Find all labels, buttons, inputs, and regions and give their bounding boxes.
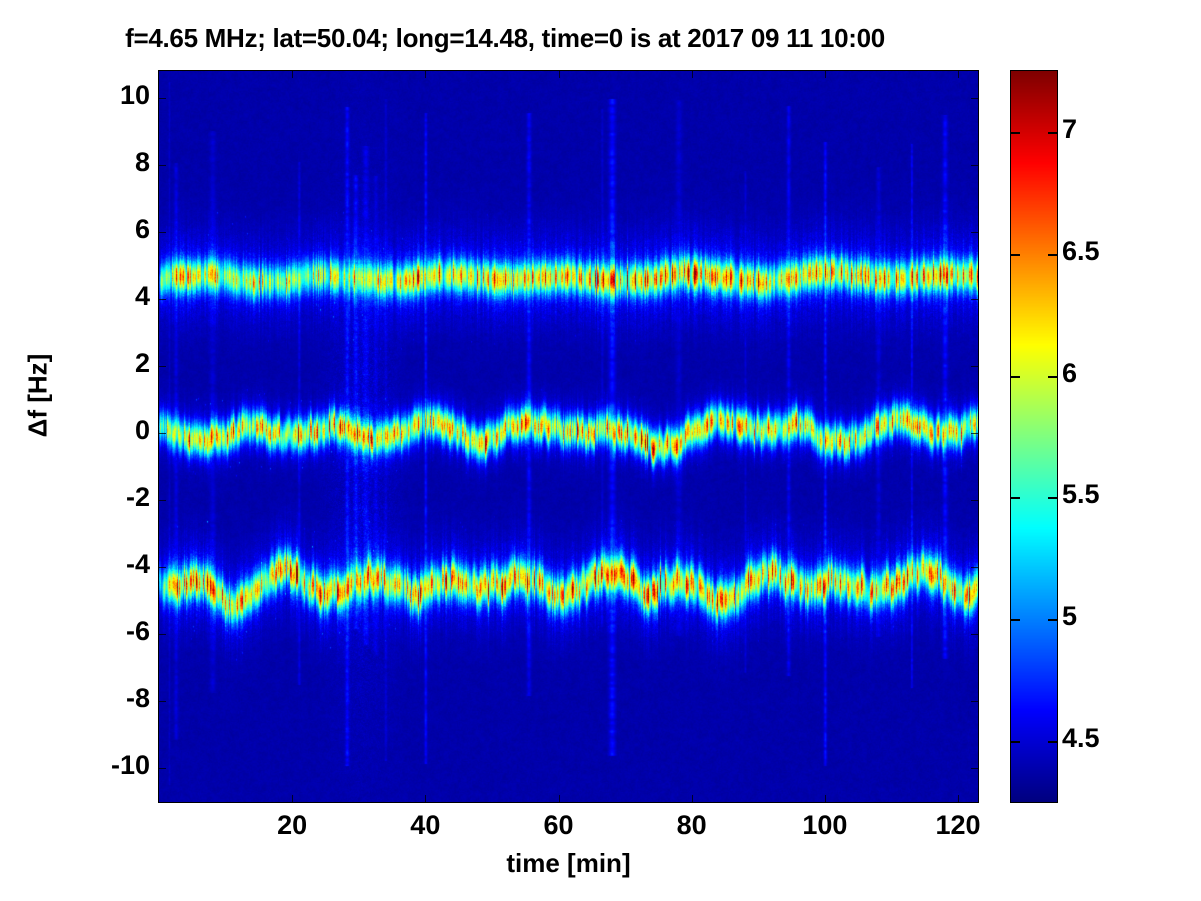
- y-tick-mark: [971, 97, 978, 99]
- x-tick-label: 120: [935, 810, 981, 840]
- colorbar-tick-mark: [1048, 253, 1057, 256]
- x-tick-mark: [425, 71, 427, 78]
- x-tick-label: 20: [277, 810, 308, 840]
- x-tick-mark: [292, 71, 294, 78]
- colorbar-tick-mark: [1011, 131, 1020, 134]
- colorbar-tick-mark: [1011, 619, 1020, 622]
- y-tick-label: 0: [134, 415, 150, 446]
- y-tick-label: -6: [125, 616, 150, 647]
- y-tick-label: 8: [134, 146, 150, 177]
- x-tick-mark: [558, 71, 560, 78]
- colorbar-tick-mark: [1048, 741, 1057, 744]
- colorbar-tick-label: 7: [1062, 113, 1078, 144]
- x-tick-mark: [292, 795, 294, 802]
- y-tick-mark: [159, 366, 166, 368]
- spectrogram-image: [159, 71, 978, 802]
- x-axis-tick-labels: 20 40 60 80 100 120: [0, 810, 1201, 850]
- y-tick-mark: [159, 164, 166, 166]
- y-tick-mark: [971, 567, 978, 569]
- x-tick-mark: [558, 795, 560, 802]
- x-tick-mark: [425, 795, 427, 802]
- x-tick-label: 60: [543, 810, 574, 840]
- y-tick-mark: [971, 366, 978, 368]
- x-tick-mark: [691, 795, 693, 802]
- y-tick-mark: [971, 701, 978, 703]
- colorbar-tick-label: 6.5: [1062, 235, 1100, 266]
- x-tick-label: 40: [410, 810, 441, 840]
- y-tick-mark: [159, 500, 166, 502]
- y-tick-mark: [159, 433, 166, 435]
- x-tick-label: 80: [676, 810, 707, 840]
- y-tick-mark: [159, 634, 166, 636]
- y-tick-mark: [159, 701, 166, 703]
- x-tick-mark: [824, 71, 826, 78]
- colorbar-tick-mark: [1011, 741, 1020, 744]
- y-tick-label: -2: [125, 482, 150, 513]
- y-tick-mark: [971, 299, 978, 301]
- y-tick-mark: [159, 97, 166, 99]
- y-tick-label: 10: [119, 79, 150, 110]
- colorbar-tick-mark: [1048, 131, 1057, 134]
- colorbar-tick-mark: [1011, 497, 1020, 500]
- colorbar-tick-mark: [1011, 253, 1020, 256]
- y-tick-label: 2: [134, 348, 150, 379]
- y-tick-label: 6: [134, 213, 150, 244]
- y-tick-mark: [971, 164, 978, 166]
- colorbar-tick-labels: 4.5 5 5.5 6 6.5 7: [1062, 0, 1162, 901]
- x-axis-label: time [min]: [506, 848, 631, 878]
- colorbar-tick-label: 4.5: [1062, 723, 1100, 754]
- y-axis-tick-labels: 10 8 6 4 2 0 -2 -4 -6 -8 -10: [0, 0, 150, 901]
- y-tick-label: -10: [110, 750, 150, 781]
- y-tick-label: 4: [134, 281, 150, 312]
- y-tick-mark: [159, 567, 166, 569]
- x-tick-mark: [958, 795, 960, 802]
- colorbar-tick-label: 6: [1062, 357, 1078, 388]
- y-tick-mark: [971, 634, 978, 636]
- x-tick-mark: [691, 71, 693, 78]
- colorbar-gradient: [1011, 71, 1057, 802]
- x-tick-mark: [958, 71, 960, 78]
- y-tick-mark: [971, 768, 978, 770]
- y-tick-mark: [159, 231, 166, 233]
- colorbar-tick-mark: [1011, 375, 1020, 378]
- colorbar-tick-mark: [1048, 375, 1057, 378]
- colorbar-tick-label: 5: [1062, 601, 1078, 632]
- y-tick-mark: [971, 231, 978, 233]
- y-tick-mark: [159, 768, 166, 770]
- y-tick-mark: [159, 299, 166, 301]
- x-tick-mark: [824, 795, 826, 802]
- y-tick-label: -4: [125, 549, 150, 580]
- x-tick-label: 100: [802, 810, 848, 840]
- y-tick-label: -8: [125, 683, 150, 714]
- page-title: f=4.65 MHz; lat=50.04; long=14.48, time=…: [125, 23, 885, 53]
- colorbar: [1010, 70, 1058, 803]
- colorbar-tick-label: 5.5: [1062, 479, 1100, 510]
- colorbar-tick-mark: [1048, 619, 1057, 622]
- colorbar-tick-mark: [1048, 497, 1057, 500]
- spectrogram-axes: [158, 70, 979, 803]
- y-axis-label: Δf [Hz]: [22, 353, 53, 438]
- y-tick-mark: [971, 433, 978, 435]
- y-tick-mark: [971, 500, 978, 502]
